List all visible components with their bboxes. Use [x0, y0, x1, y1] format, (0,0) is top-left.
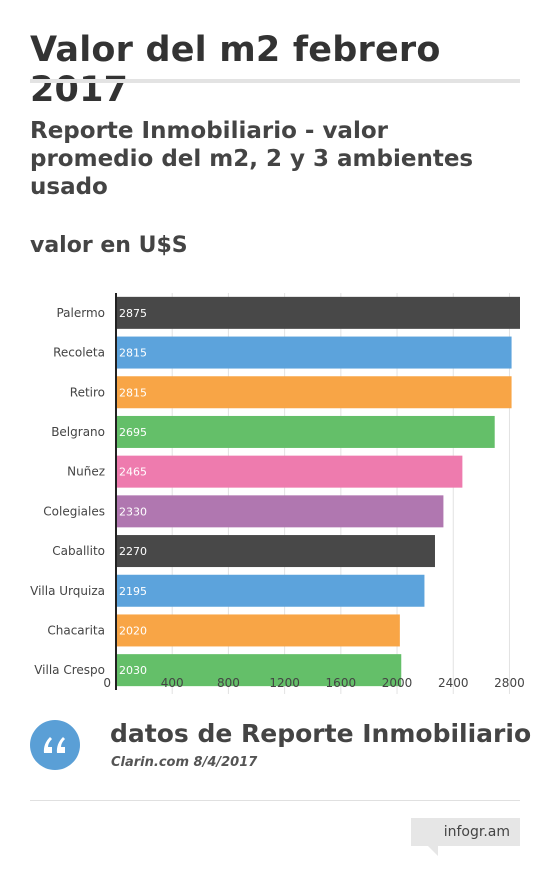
bar	[116, 376, 512, 409]
value-label: 2465	[119, 466, 147, 479]
quote-icon	[43, 737, 65, 753]
value-label: 2875	[119, 307, 147, 320]
value-labels: 2875 2815 2815 2695 2465 2330 2270 2195 2020 2030	[119, 307, 147, 677]
category-label: Nuñez	[67, 465, 105, 479]
value-label: 2020	[119, 624, 147, 637]
value-label: 2270	[119, 545, 147, 558]
bar	[116, 415, 495, 448]
unit-label: valor en U$S	[30, 233, 188, 258]
chart-title: Valor del m2 febrero 2017	[30, 30, 441, 110]
brand-badge-tail	[428, 846, 438, 856]
brand-label[interactable]: infogr.am	[443, 824, 510, 840]
category-label: Colegiales	[43, 504, 105, 518]
footer-divider	[30, 800, 520, 801]
bar-chart: Palermo Recoleta Retiro Belgrano Nuñez Colegi…	[30, 293, 525, 694]
category-label: Caballito	[52, 544, 105, 558]
bar	[116, 574, 425, 607]
category-label: Belgrano	[51, 425, 105, 439]
x-tick-label: 2800	[494, 676, 525, 690]
quote-badge	[30, 720, 80, 770]
x-tick-label: 800	[217, 676, 240, 690]
brand-badge[interactable]	[411, 818, 520, 846]
category-labels: Palermo Recoleta Retiro Belgrano Nuñez Colegi…	[30, 306, 105, 677]
value-label: 2330	[119, 505, 147, 518]
category-label: Recoleta	[53, 346, 105, 360]
bar	[116, 495, 444, 528]
category-label: Villa Urquiza	[30, 584, 105, 598]
x-tick-label: 0	[103, 676, 111, 690]
bar	[116, 336, 512, 369]
source-title: datos de Reporte Inmobiliario	[110, 719, 532, 748]
value-label: 2695	[119, 426, 147, 439]
value-label: 2815	[119, 347, 147, 360]
bars	[116, 296, 520, 687]
value-label: 2195	[119, 585, 147, 598]
bar	[116, 654, 402, 687]
value-label: 2030	[119, 664, 147, 677]
category-label: Retiro	[70, 385, 105, 399]
x-tick-label: 1200	[269, 676, 300, 690]
x-tick-label: 400	[161, 676, 184, 690]
bar	[116, 535, 435, 568]
value-label: 2815	[119, 386, 147, 399]
x-tick-label: 2400	[438, 676, 469, 690]
source-credit: Clarin.com 8/4/2017	[111, 755, 258, 770]
bar	[116, 614, 400, 647]
bar	[116, 296, 520, 329]
bar	[116, 455, 463, 488]
x-axis-ticks: 0 400 800 1200 1600 2000 2400 2800	[103, 293, 525, 690]
title-divider	[30, 79, 520, 83]
category-label: Villa Crespo	[34, 663, 105, 677]
category-label: Chacarita	[47, 623, 105, 637]
category-label: Palermo	[56, 306, 105, 320]
x-tick-label: 2000	[382, 676, 413, 690]
chart-subtitle: Reporte Inmobiliario - valor promedio de…	[30, 118, 474, 200]
x-tick-label: 1600	[326, 676, 357, 690]
